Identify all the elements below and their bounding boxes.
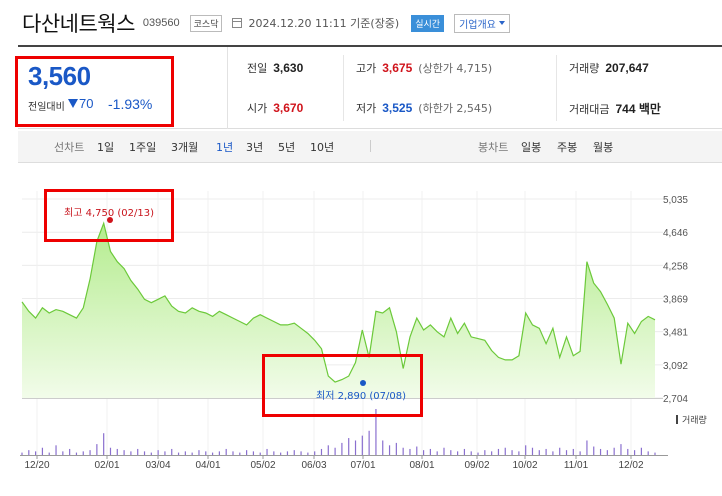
company-name: 다산네트웍스 (22, 12, 135, 36)
highlight-current-price (15, 56, 174, 127)
y-tick-label: 3,481 (663, 328, 688, 339)
stat-label: 거래대금 (569, 103, 610, 116)
tab-1week[interactable]: 1주일 (129, 141, 157, 154)
high-marker (107, 217, 113, 223)
x-tick-label: 02/01 (94, 460, 119, 471)
tab-3month[interactable]: 3개월 (171, 141, 199, 154)
change-rate: -1.93% (108, 96, 153, 112)
stat-prev-close: 전일 3,630 (247, 60, 303, 76)
stat-open: 시가 3,670 (247, 100, 303, 116)
price-area (22, 223, 655, 398)
x-tick-label: 03/04 (145, 460, 170, 471)
down-arrow-icon (68, 99, 78, 108)
x-tick-label: 04/01 (195, 460, 220, 471)
y-tick-label: 3,092 (663, 361, 688, 372)
stat-sub: (상한가 4,715) (418, 62, 493, 75)
low-annotation: 최저 2,890 (07/08) (316, 391, 407, 402)
highlight-high-point (44, 189, 174, 242)
line-chart-label: 선차트 (54, 141, 85, 154)
x-tick-label: 12/20 (24, 460, 49, 471)
stat-value: 3,675 (382, 61, 413, 75)
top-divider (18, 45, 722, 47)
stat-label: 거래량 (569, 62, 600, 75)
tab-weekly[interactable]: 주봉 (557, 141, 578, 154)
stat-label: 시가 (247, 102, 268, 115)
volume-legend-icon (676, 415, 678, 424)
candle-chart-label: 봉차트 (478, 141, 509, 154)
stat-value: 744 백만 (615, 102, 661, 116)
stat-low: 저가 3,525 (하한가 2,545) (356, 100, 492, 116)
price-change-value: 70 (79, 96, 94, 111)
stat-label: 고가 (356, 62, 377, 75)
y-tick-label: 4,258 (663, 261, 688, 272)
y-tick-label: 2,704 (663, 394, 688, 405)
x-tick-label: 08/01 (409, 460, 434, 471)
x-tick-label: 06/03 (301, 460, 326, 471)
change-label: 전일대비 (28, 102, 65, 113)
quote-datetime: 2024.12.20 11:11 기준(장중) (248, 17, 400, 30)
stock-header: 다산네트웍스 039560 코스닥 2024.12.20 11:11 기준(장중… (22, 8, 510, 38)
stat-divider (556, 55, 557, 121)
market-badge: 코스닥 (189, 14, 223, 32)
stat-volume: 거래량 207,647 (569, 60, 649, 76)
x-tick-label: 12/02 (618, 460, 643, 471)
y-tick-label: 4,646 (663, 228, 688, 239)
y-tick-label: 3,869 (663, 295, 688, 306)
tab-5year[interactable]: 5년 (278, 141, 296, 154)
tab-10year[interactable]: 10년 (310, 141, 335, 154)
x-tick-label: 09/02 (464, 460, 489, 471)
y-tick-label: 5,035 (663, 195, 688, 206)
tab-1day[interactable]: 1일 (97, 141, 115, 154)
stat-label: 전일 (247, 62, 268, 75)
stat-value: 3,670 (273, 101, 304, 115)
highlight-low-point (262, 354, 423, 417)
x-tick-label: 10/02 (512, 460, 537, 471)
stat-label: 저가 (356, 102, 377, 115)
low-marker (360, 380, 366, 386)
tab-daily[interactable]: 일봉 (521, 141, 542, 154)
realtime-button[interactable]: 실시간 (411, 14, 445, 32)
calendar-icon (232, 18, 243, 28)
stat-value: 207,647 (605, 61, 649, 75)
stock-code: 039560 (142, 17, 180, 29)
company-info-label: 기업개요 (459, 19, 496, 31)
chart-period-tabs: 선차트 1일 1주일 3개월 1년 3년 5년 10년 봉차트 일봉 주봉 월봉 (18, 131, 722, 163)
price-change: 70 (68, 96, 93, 111)
high-annotation: 최고 4,750 (02/13) (64, 208, 155, 219)
price-line (21, 221, 656, 383)
stat-divider (343, 55, 344, 121)
chevron-down-icon (498, 21, 505, 25)
current-price: 3,560 (28, 61, 91, 91)
tab-1year[interactable]: 1년 (216, 141, 234, 154)
current-price-box: 3,560 전일대비 70 -1.93% (18, 47, 228, 129)
stat-high: 고가 3,675 (상한가 4,715) (356, 60, 492, 76)
tab-monthly[interactable]: 월봉 (593, 141, 614, 154)
stat-value: 3,525 (382, 101, 413, 115)
tab-3year[interactable]: 3년 (246, 141, 264, 154)
company-info-button[interactable]: 기업개요 (454, 13, 510, 33)
tab-divider (370, 140, 371, 152)
volume-label: 거래량 (682, 414, 707, 425)
stat-sub: (하한가 2,545) (418, 102, 493, 115)
x-tick-label: 07/01 (350, 460, 375, 471)
x-tick-label: 11/01 (564, 460, 589, 471)
stat-amount: 거래대금 744 백만 (569, 100, 661, 117)
x-tick-label: 05/02 (250, 460, 275, 471)
stat-value: 3,630 (273, 61, 304, 75)
price-summary: 3,560 전일대비 70 -1.93% 전일 3,630 고가 3,675 (… (18, 47, 722, 129)
